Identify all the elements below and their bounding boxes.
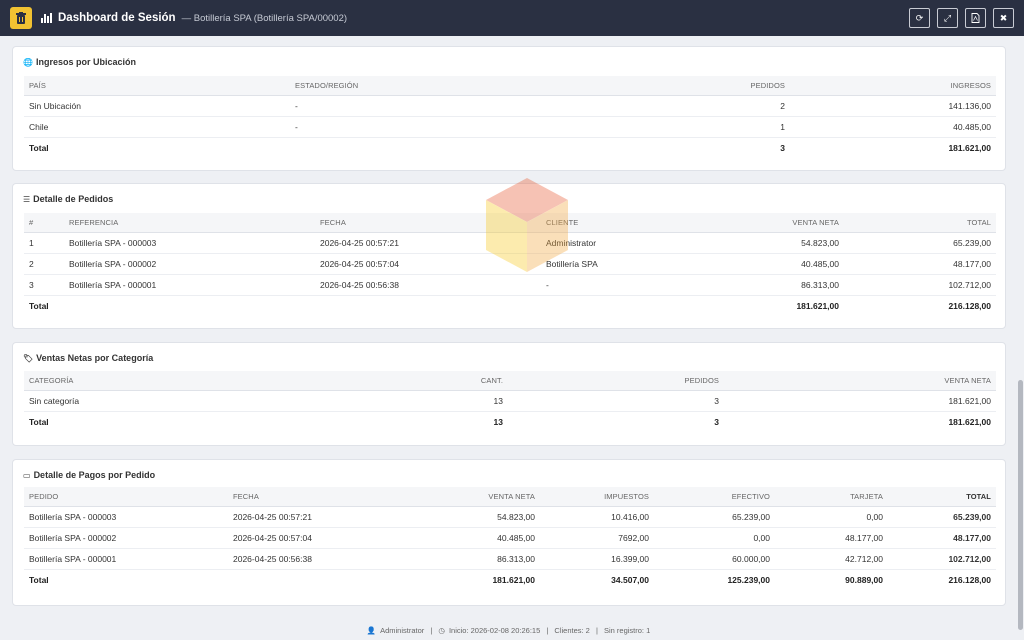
status-footer: 👤 Administrator | ◷ Inicio: 2026-02-08 20:… — [366, 626, 651, 635]
bar-chart-icon — [41, 13, 52, 23]
col-header: ESTADO/REGIÓN — [290, 76, 620, 96]
total-row: Total 3 181.621,00 — [24, 136, 996, 159]
col-header: TOTAL — [888, 487, 996, 507]
globe-icon: 🌐 — [23, 57, 33, 67]
top-bar: Dashboard de Sesión — Botillería SPA (Bo… — [0, 0, 1024, 36]
table-row: Chile - 1 40.485,00 — [24, 116, 996, 138]
scrollbar-thumb[interactable] — [1018, 380, 1023, 630]
col-header: FECHA — [228, 487, 400, 507]
table-row: Botillería SPA - 000001 2026-04-25 00:56… — [24, 548, 996, 570]
card-title: 🏷 Ventas Netas por Categoría — [23, 353, 154, 363]
total-row: Total 181.621,00 216.128,00 — [24, 294, 996, 317]
table-row: 3 Botillería SPA - 000001 2026-04-25 00:… — [24, 274, 996, 296]
categoria-table: CATEGORÍA CANT. PEDIDOS VENTA NETA Sin c… — [24, 371, 996, 433]
card-detalle-pedidos: ☰Detalle de Pedidos # REFERENCIA FECHA C… — [12, 183, 1006, 329]
refresh-icon: ⟳ — [915, 12, 924, 23]
col-header: CANT. — [310, 371, 508, 391]
watermark-logo — [486, 178, 568, 272]
col-header: IMPUESTOS — [540, 487, 654, 507]
user-icon: 👤 — [366, 626, 377, 635]
ubicacion-table: PAÍS ESTADO/REGIÓN PEDIDOS INGRESOS Sin … — [24, 76, 996, 159]
total-row: Total 13 3 181.621,00 — [24, 410, 996, 433]
table-row: Sin Ubicación - 2 141.136,00 — [24, 95, 996, 117]
col-header: INGRESOS — [790, 76, 996, 96]
table-row: Sin categoría 13 3 181.621,00 — [24, 390, 996, 412]
card-title: ▭ Detalle de Pagos por Pedido — [23, 470, 156, 480]
close-icon: ✖ — [999, 12, 1008, 23]
col-header: CATEGORÍA — [24, 371, 310, 391]
col-header: PEDIDO — [24, 487, 228, 507]
card-title: ☰ Detalle de Pedidos — [23, 194, 114, 204]
card-ventas-categoria: 🏷 Ventas Netas por Categoría CATEGORÍA CA… — [12, 342, 1006, 446]
col-header: FECHA — [315, 213, 541, 233]
col-header: PEDIDOS — [620, 76, 790, 96]
col-header: PAÍS — [24, 76, 290, 96]
trash-can-icon — [16, 12, 26, 24]
col-header: REFERENCIA — [64, 213, 315, 233]
pedidos-table: # REFERENCIA FECHA CLIENTE VENTA NETA TO… — [24, 213, 996, 317]
card-title: 🌐 Ingresos por Ubicación — [23, 57, 136, 67]
col-header: VENTA NETA — [724, 371, 996, 391]
pagos-table: PEDIDO FECHA VENTA NETA IMPUESTOS EFECTI… — [24, 487, 996, 591]
col-header: # — [24, 213, 64, 233]
credit-card-icon: ▭ — [23, 470, 31, 480]
scrollbar-track[interactable] — [1017, 36, 1024, 640]
clock-icon: ◷ — [438, 626, 445, 635]
footer-registro: Sin registro: 1 — [603, 626, 651, 635]
expand-button[interactable]: ⤢ — [937, 8, 958, 28]
col-header: TARJETA — [775, 487, 888, 507]
col-header: TOTAL — [844, 213, 996, 233]
table-row: Botillería SPA - 000003 2026-04-25 00:57… — [24, 506, 996, 528]
page-title: Dashboard de Sesión — [58, 12, 176, 24]
close-button[interactable]: ✖ — [993, 8, 1014, 28]
refresh-button[interactable]: ⟳ — [909, 8, 930, 28]
col-header: PEDIDOS — [508, 371, 724, 391]
page-subtitle: — Botillería SPA (Botillería SPA/00002) — [181, 12, 348, 24]
footer-user: Administrator — [380, 626, 425, 635]
pdf-button[interactable] — [965, 8, 986, 28]
expand-icon: ⤢ — [943, 12, 952, 23]
col-header: CLIENTE — [541, 213, 706, 233]
card-detalle-pagos: ▭ Detalle de Pagos por Pedido PEDIDO FECH… — [12, 459, 1006, 606]
list-icon: ☰ — [23, 194, 31, 204]
table-row: 1 Botillería SPA - 000003 2026-04-25 00:… — [24, 232, 996, 254]
footer-clientes: Clientes: 2 — [554, 626, 590, 635]
col-header: VENTA NETA — [400, 487, 540, 507]
col-header: EFECTIVO — [654, 487, 775, 507]
tags-icon: 🏷 — [23, 353, 34, 363]
card-ingresos-ubicacion: 🌐 Ingresos por Ubicación PAÍS ESTADO/REGI… — [12, 46, 1006, 171]
table-row: Botillería SPA - 000002 2026-04-25 00:57… — [24, 527, 996, 549]
pdf-icon — [971, 13, 980, 23]
col-header: VENTA NETA — [706, 213, 844, 233]
footer-inicio: Inicio: 2026-02-08 20:26:15 — [448, 626, 541, 635]
total-row: Total 181.621,00 34.507,00 125.239,00 90… — [24, 568, 996, 591]
table-row: 2 Botillería SPA - 000002 2026-04-25 00:… — [24, 253, 996, 275]
app-logo — [10, 7, 32, 29]
